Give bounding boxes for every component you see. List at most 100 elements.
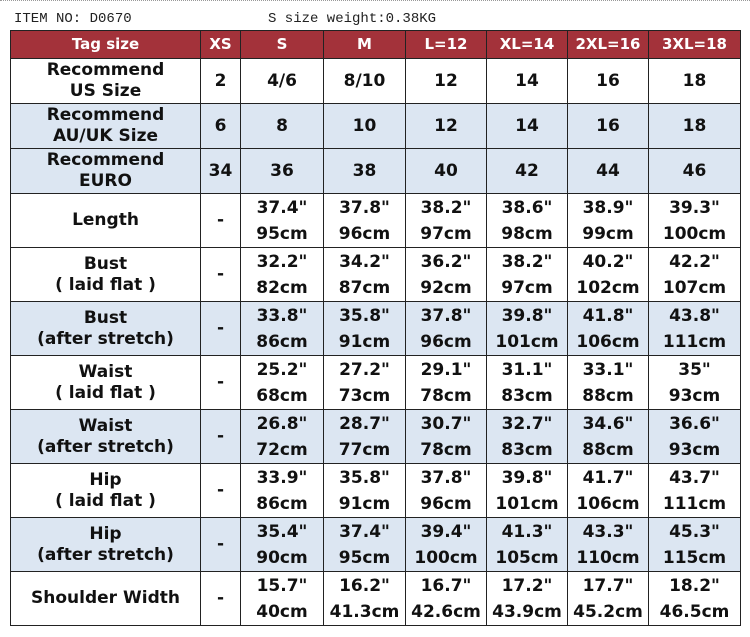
cell-line: 96cm [338,223,391,244]
cell: 33.9" 86cm [240,463,324,518]
cell: 36 [240,148,324,194]
label-line: Length [72,210,139,230]
cell-line: 97cm [420,223,472,244]
cell-line: 16.7" [420,575,472,596]
cell-line: 32.2" [256,251,308,272]
cell: 34.6" 88cm [567,409,649,464]
cell: - [200,301,241,356]
cell-line: 39.3" [669,197,720,218]
row-label: Length [10,193,201,248]
table-row: Recommend US Size 2 4/6 8/10 12 14 16 18 [10,58,741,104]
cell: 31.1" 83cm [486,355,568,410]
cell: - [200,517,241,572]
cell-line: 102cm [576,277,640,298]
table-row: Waist (after stretch) -26.8" 72cm 28.7" 77cm 3… [10,409,741,464]
cell-line: 93cm [668,385,721,406]
cell: 39.8" 101cm [486,301,568,356]
cell-line: 38.6" [501,197,553,218]
table-row: Hip( laid flat ) -33.9" 86cm 35.8" 91cm 37.8"… [10,463,741,518]
cell-line: 96cm [420,331,472,352]
cell: 14 [486,103,568,149]
cell: 16 [567,103,649,149]
cell-line: 27.2" [339,359,390,380]
cell-line: 33.1" [582,359,634,380]
cell: 42.2" 107cm [648,247,741,302]
cell-line: 43.8" [669,305,720,326]
cell-line: 42.2" [669,251,720,272]
table-row: Waist( laid flat ) -25.2" 68cm 27.2" 73cm 29.… [10,355,741,410]
column-header: 3XL=18 [648,30,741,59]
cell: 39.3" 100cm [648,193,741,248]
cell-line: 95cm [338,547,391,568]
label-line: Recommend [46,105,165,125]
cell: 35.4" 90cm [240,517,324,572]
label-line: Hip [89,469,122,490]
cell: 33.8" 86cm [240,301,324,356]
cell: - [200,409,241,464]
cell-line: 38.9" [582,197,634,218]
cell: 37.8" 96cm [405,301,487,356]
cell-line: 35.8" [339,305,390,326]
table-row: Bust (after stretch) -33.8" 86cm 35.8" 91cm 37… [10,301,741,356]
cell-line: 110cm [576,547,640,568]
cell: 12 [405,103,487,149]
cell: 32.7" 83cm [486,409,568,464]
cell: 18 [648,103,741,149]
cell: 28.7" 77cm [323,409,406,464]
cell: 38.6" 98cm [486,193,568,248]
row-label: Shoulder Width [10,571,201,626]
cell: 36.6" 93cm [648,409,741,464]
label-line: (after stretch) [37,544,174,565]
cell-line: 33.9" [256,467,308,488]
column-header: M [323,30,406,59]
cell-line: 82cm [256,277,308,298]
cell: 41.7" 106cm [567,463,649,518]
cell-line: 101cm [495,331,559,352]
cell: 37.4" 95cm [323,517,406,572]
cell-line: 99cm [582,223,634,244]
cell-line: 72cm [256,439,308,460]
cell-line: 96cm [420,493,472,514]
cell: 46 [648,148,741,194]
cell-line: 98cm [501,223,553,244]
cell: 2 [200,58,241,104]
header-row: Tag size XS S M L=12 XL=14 2XL=16 3XL=18 [10,30,741,59]
cell-line: 111cm [662,493,727,514]
cell-line: 38.2" [501,251,553,272]
cell-line: 18.2" [669,575,720,596]
row-label: Hip (after stretch) [10,517,201,572]
cell-line: 91cm [338,493,391,514]
cell: 4/6 [240,58,324,104]
cell-line: 35.4" [256,521,308,542]
cell: 43.7" 111cm [648,463,741,518]
row-label: Bust( laid flat ) [10,247,201,302]
cell-line: 91cm [338,331,391,352]
cell-line: 77cm [338,439,391,460]
cell-line: 40.2" [582,251,634,272]
cell: 35.8" 91cm [323,463,406,518]
cell: 16.7" 42.6cm [405,571,487,626]
label-line: Bust [83,253,128,274]
cell-line: 29.1" [420,359,472,380]
row-label: Recommend AU/UK Size [10,103,201,149]
cell: 38.2" 97cm [405,193,487,248]
cell-line: 68cm [256,385,308,406]
cell-line: 39.8" [501,305,553,326]
cell: 39.4" 100cm [405,517,487,572]
cell-line: 41.8" [582,305,634,326]
cell-line: 86cm [256,331,308,352]
column-header: XS [200,30,241,59]
label-line: ( laid flat ) [55,490,156,511]
cell: 26.8" 72cm [240,409,324,464]
cell-line: 38.2" [420,197,472,218]
label-line: AU/UK Size [52,126,159,146]
cell: 8/10 [323,58,406,104]
cell-line: 16.2" [339,575,390,596]
column-header: 2XL=16 [567,30,649,59]
row-label: Bust (after stretch) [10,301,201,356]
label-line: Recommend [46,60,165,80]
cell-line: 32.7" [501,413,553,434]
cell: - [200,571,241,626]
cell-line: 30.7" [420,413,472,434]
